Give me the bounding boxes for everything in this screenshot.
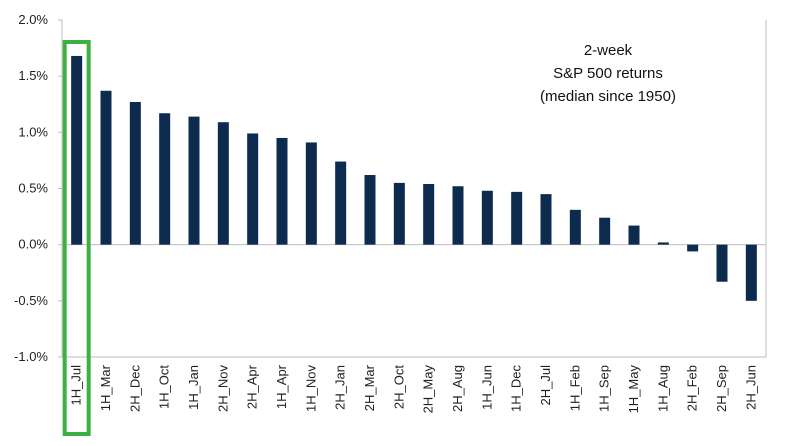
y-axis-ticks: -1.0% -0.5% 0.0% 0.5% 1.0% 1.5% 2.0% [14, 12, 62, 364]
y-tick-label: -0.5% [14, 293, 48, 308]
x-tick-label: 1H_May [626, 365, 641, 414]
x-tick-label: 2H_Jan [333, 365, 348, 410]
x-tick-label: 1H_Sep [597, 365, 612, 412]
x-tick-label: 1H_Oct [157, 365, 172, 409]
x-tick-label: 1H_Jun [479, 365, 494, 410]
y-tick-label: -1.0% [14, 349, 48, 364]
x-axis-ticks: 1H_Jul 1H_Mar 2H_Dec 1H_Oct 1H_Jan 2H_Nov 2H_A… [69, 364, 759, 413]
bar-2H_Nov [217, 122, 229, 245]
bar-2H_Oct [393, 182, 405, 245]
x-tick-label: 2H_Mar [362, 364, 377, 411]
bar-1H_Jan [188, 116, 200, 245]
bar-2H_Aug [452, 186, 464, 245]
bar-1H_Nov [305, 142, 317, 245]
bar-2H_Feb [687, 244, 699, 252]
x-tick-label: 2H_Aug [450, 365, 465, 412]
bar-1H_Jul [71, 55, 83, 245]
x-tick-label: 1H_Feb [567, 365, 582, 411]
x-tick-label: 1H_Jul [69, 365, 84, 406]
bar-2H_Jul [540, 194, 552, 245]
bar-1H_Jun [481, 190, 493, 245]
chart-title-line-3: (median since 1950) [540, 88, 676, 105]
bar-2H_Dec [129, 102, 141, 245]
x-tick-label: 1H_Aug [655, 365, 670, 412]
x-tick-label: 2H_Sep [714, 365, 729, 412]
x-tick-label: 1H_Dec [509, 365, 524, 412]
x-tick-label: 2H_Apr [245, 364, 260, 409]
bar-1H_Mar [100, 90, 112, 245]
y-tick-label: 1.0% [18, 124, 48, 139]
x-tick-label: 1H_Apr [274, 364, 289, 409]
x-tick-label: 2H_Jun [743, 365, 758, 410]
x-tick-label: 1H_Nov [303, 365, 318, 412]
bar-2H_May [423, 184, 435, 245]
bar-1H_Apr [276, 137, 288, 245]
x-tick-label: 2H_Dec [127, 365, 142, 412]
y-tick-label: 1.5% [18, 68, 48, 83]
x-tick-label: 2H_Nov [215, 365, 230, 412]
bar-1H_Oct [159, 113, 171, 245]
bar-1H_May [628, 225, 640, 245]
bar-2H_Sep [716, 244, 728, 282]
x-tick-label: 2H_May [421, 365, 436, 414]
bar-2H_Mar [364, 175, 376, 245]
chart-title-line-1: 2-week [584, 42, 633, 59]
x-tick-label: 2H_Oct [391, 365, 406, 409]
bar-2H_Jun [745, 244, 757, 301]
y-tick-label: 0.5% [18, 181, 48, 196]
bar-1H_Feb [569, 209, 581, 245]
y-tick-label: 2.0% [18, 12, 48, 27]
x-tick-label: 2H_Feb [685, 365, 700, 411]
chart-title-line-2: S&P 500 returns [553, 65, 663, 82]
x-tick-label: 1H_Jan [186, 365, 201, 410]
bar-1H_Dec [511, 191, 523, 245]
bars [71, 55, 757, 301]
highlight-box [62, 40, 91, 436]
plot-frame [61, 20, 767, 358]
bar-2H_Apr [247, 133, 259, 245]
bar-1H_Aug [657, 242, 669, 245]
x-tick-label: 1H_Mar [98, 364, 113, 411]
bar-1H_Sep [599, 217, 611, 245]
bar-2H_Jan [335, 161, 347, 245]
x-tick-label: 2H_Jul [538, 365, 553, 406]
y-tick-label: 0.0% [18, 237, 48, 252]
